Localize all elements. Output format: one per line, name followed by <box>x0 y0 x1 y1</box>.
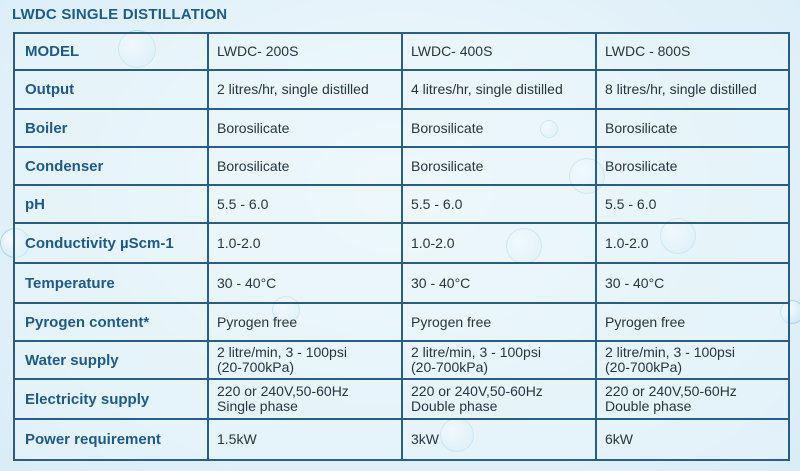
cell-line: Single phase <box>217 398 298 414</box>
table-cell: Borosilicate <box>207 146 403 186</box>
cell-line: (20-700kPa) <box>605 359 683 375</box>
cell-line: Double phase <box>605 398 692 414</box>
cell-line: 220 or 240V,50-60Hz <box>411 383 543 399</box>
table-cell: 2 litre/min, 3 - 100psi (20-700kPa) <box>207 340 403 380</box>
cell-line: Double phase <box>411 398 498 414</box>
page-title: LWDC SINGLE DISTILLATION <box>12 6 228 23</box>
cell-line: 2 litre/min, 3 - 100psi <box>605 344 735 360</box>
table-cell: 30 - 40°C <box>595 262 790 304</box>
table-cell: LWDC - 800S <box>595 32 790 71</box>
table-cell: Borosilicate <box>401 108 597 148</box>
table-row: Pyrogen content* Pyrogen free Pyrogen free… <box>13 302 790 342</box>
table-row: Power requirement 1.5kW 3kW 6kW <box>13 418 790 461</box>
table-row: Electricity supply 220 or 240V,50-60Hz Sin… <box>13 378 790 420</box>
table-row: Condenser Borosilicate Borosilicate Borosil… <box>13 146 790 186</box>
row-label: Electricity supply <box>13 378 209 420</box>
table-cell: 2 litre/min, 3 - 100psi (20-700kPa) <box>595 340 790 380</box>
table-cell: 4 litres/hr, single distilled <box>401 69 597 110</box>
table-cell: 3kW <box>401 418 597 461</box>
table-cell: 30 - 40°C <box>401 262 597 304</box>
table-cell: Borosilicate <box>207 108 403 148</box>
table-cell: 2 litres/hr, single distilled <box>207 69 403 110</box>
row-label: pH <box>13 184 209 224</box>
table-row: MODEL LWDC- 200S LWDC- 400S LWDC - 800S <box>13 32 790 71</box>
table-row: Water supply 2 litre/min, 3 - 100psi (20-7… <box>13 340 790 380</box>
row-label: MODEL <box>13 32 209 71</box>
table-cell: Pyrogen free <box>595 302 790 342</box>
table-cell: Pyrogen free <box>401 302 597 342</box>
table-cell: 30 - 40°C <box>207 262 403 304</box>
row-label: Pyrogen content* <box>13 302 209 342</box>
row-label: Condenser <box>13 146 209 186</box>
table-row: Output 2 litres/hr, single distilled 4 lit… <box>13 69 790 110</box>
table-cell: Borosilicate <box>401 146 597 186</box>
table-cell: 220 or 240V,50-60Hz Single phase <box>207 378 403 420</box>
cell-line: 2 litre/min, 3 - 100psi <box>217 344 347 360</box>
row-label: Temperature <box>13 262 209 304</box>
table-cell: 5.5 - 6.0 <box>401 184 597 224</box>
table-cell: 1.0-2.0 <box>595 222 790 264</box>
table-cell: 1.5kW <box>207 418 403 461</box>
cell-line: 2 litre/min, 3 - 100psi <box>411 344 541 360</box>
row-label: Conductivity µScm-1 <box>13 222 209 264</box>
table-cell: Pyrogen free <box>207 302 403 342</box>
cell-line: (20-700kPa) <box>217 359 295 375</box>
table-cell: 1.0-2.0 <box>207 222 403 264</box>
table-cell: Borosilicate <box>595 146 790 186</box>
cell-line: (20-700kPa) <box>411 359 489 375</box>
spec-table: MODEL LWDC- 200S LWDC- 400S LWDC - 800S Outp… <box>13 32 790 461</box>
row-label: Output <box>13 69 209 110</box>
table-cell: 8 litres/hr, single distilled <box>595 69 790 110</box>
table-row: Conductivity µScm-1 1.0-2.0 1.0-2.0 1.0-2.0 <box>13 222 790 264</box>
table-cell: LWDC- 400S <box>401 32 597 71</box>
table-cell: 5.5 - 6.0 <box>207 184 403 224</box>
table-cell: 6kW <box>595 418 790 461</box>
table-cell: 220 or 240V,50-60Hz Double phase <box>595 378 790 420</box>
table-row: Boiler Borosilicate Borosilicate Borosilica… <box>13 108 790 148</box>
table-cell: 2 litre/min, 3 - 100psi (20-700kPa) <box>401 340 597 380</box>
row-label: Power requirement <box>13 418 209 461</box>
table-cell: LWDC- 200S <box>207 32 403 71</box>
table-row: pH 5.5 - 6.0 5.5 - 6.0 5.5 - 6.0 <box>13 184 790 224</box>
table-cell: 220 or 240V,50-60Hz Double phase <box>401 378 597 420</box>
cell-line: 220 or 240V,50-60Hz <box>605 383 737 399</box>
row-label: Water supply <box>13 340 209 380</box>
table-cell: 1.0-2.0 <box>401 222 597 264</box>
table-cell: 5.5 - 6.0 <box>595 184 790 224</box>
table-cell: Borosilicate <box>595 108 790 148</box>
row-label: Boiler <box>13 108 209 148</box>
table-row: Temperature 30 - 40°C 30 - 40°C 30 - 40°C <box>13 262 790 304</box>
cell-line: 220 or 240V,50-60Hz <box>217 383 349 399</box>
